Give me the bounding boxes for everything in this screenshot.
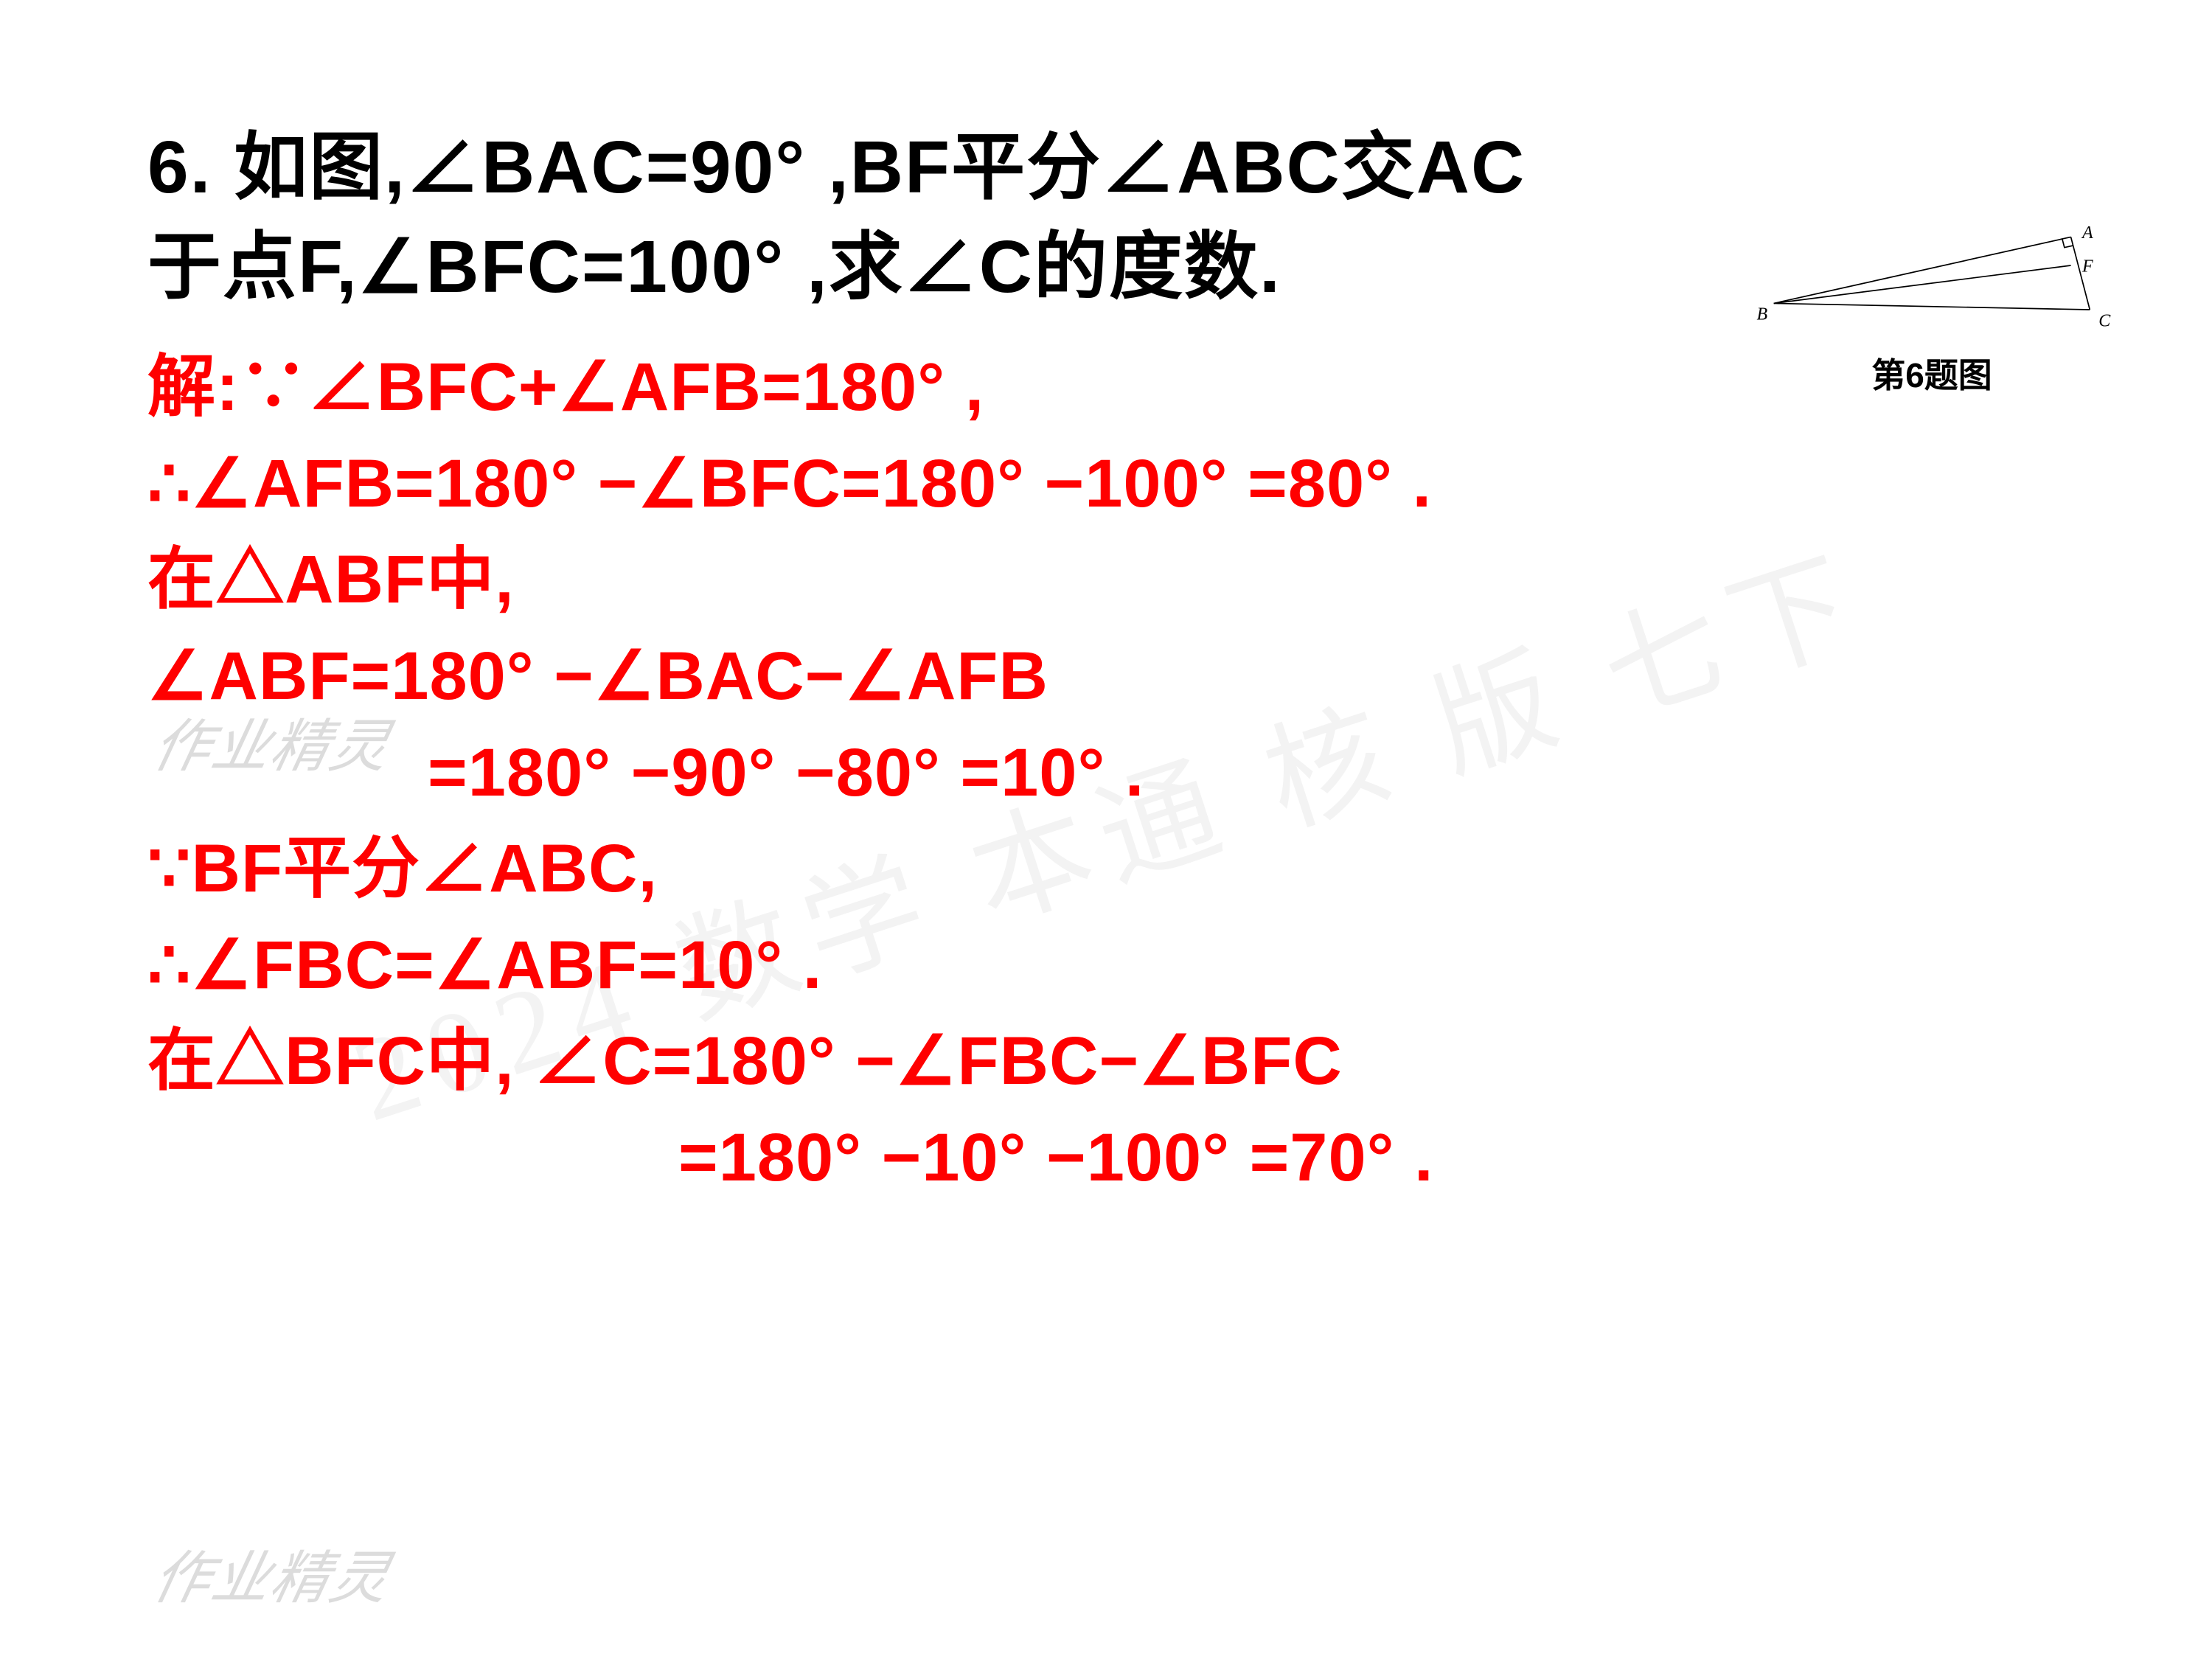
solution-line-6: ∵BF平分∠ABC,: [147, 821, 2124, 917]
solution-line-3: 在△ABF中,: [147, 532, 2124, 628]
problem-line-1: 6. 如图,∠BAC=90° ,BF平分∠ABC交AC: [147, 118, 2124, 218]
solution-line-9: =180° −10° −100° =70° .: [147, 1110, 2124, 1206]
solution-line-5: =180° −90° −80° =10° .: [147, 725, 2124, 821]
solution-line-8: 在△BFC中, ∠C=180° −∠FBC−∠BFC: [147, 1013, 2124, 1110]
solution-line-4: ∠ABF=180° −∠BAC−∠AFB: [147, 628, 2124, 725]
problem-line-2: 于点F,∠BFC=100° ,求∠C的度数.: [147, 218, 2124, 317]
solution-line-1: 解:∵∠BFC+∠AFB=180° ,: [147, 339, 2124, 436]
solution-line-7: ∴∠FBC=∠ABF=10° .: [147, 917, 2124, 1014]
watermark-bottom: 作业精灵: [146, 1532, 400, 1615]
solution-line-2: ∴∠AFB=180° −∠BFC=180° −100° =80° .: [147, 436, 2124, 532]
